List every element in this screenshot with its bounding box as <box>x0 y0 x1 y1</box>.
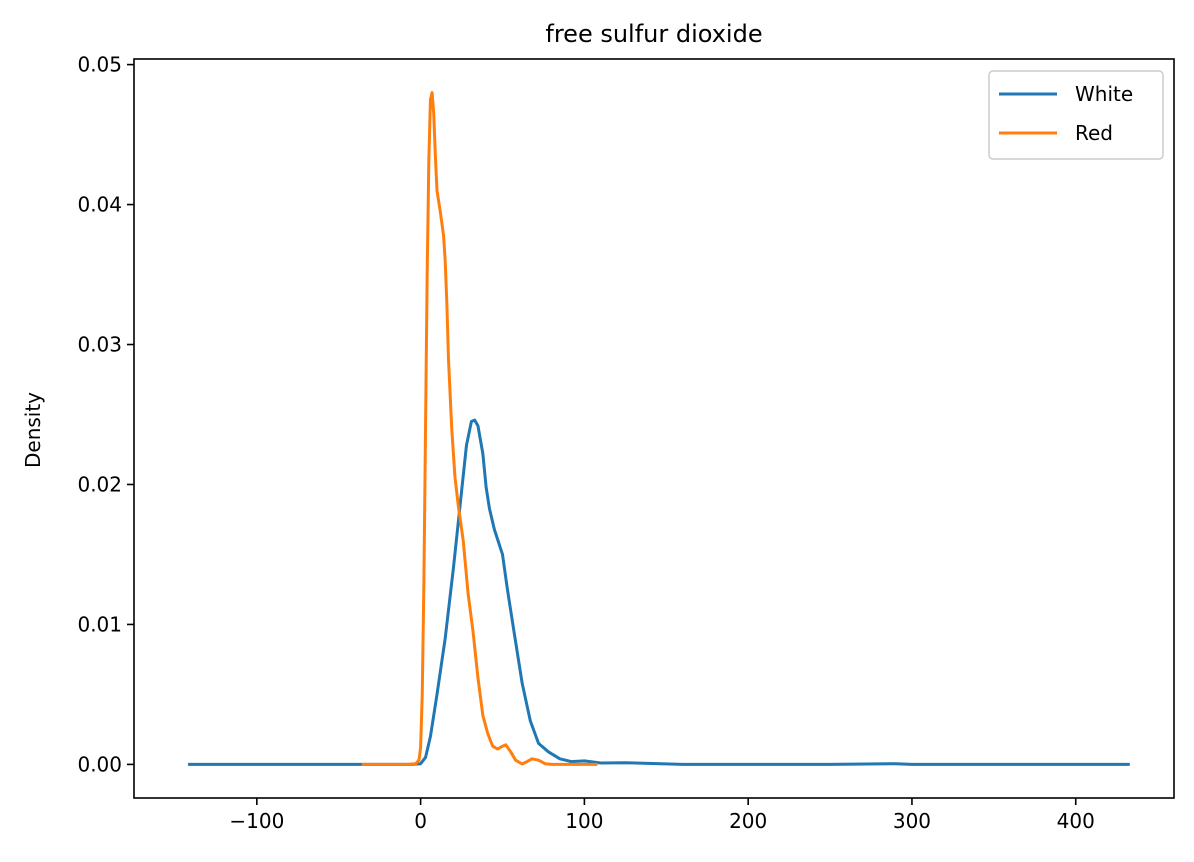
axes-frame <box>133 58 1175 799</box>
x-tick-label: 100 <box>565 809 603 833</box>
y-tick-label: 0.02 <box>77 472 122 496</box>
x-tick-label: 400 <box>1057 809 1095 833</box>
x-tick-label: 0 <box>414 809 427 833</box>
y-tick-label: 0.05 <box>77 53 122 77</box>
y-tick-label: 0.01 <box>77 612 122 636</box>
series-line-red <box>361 91 598 766</box>
y-tick-label: 0.00 <box>77 752 122 776</box>
legend-label-red: Red <box>1075 121 1113 145</box>
y-tick-label: 0.03 <box>77 333 122 357</box>
x-tick-label: −100 <box>229 809 284 833</box>
series-line-white <box>188 418 1130 766</box>
y-tick-label: 0.04 <box>77 193 122 217</box>
x-tick-label: 200 <box>729 809 767 833</box>
legend-label-white: White <box>1075 82 1133 106</box>
y-axis-label: Density <box>21 392 45 468</box>
chart-title: free sulfur dioxide <box>545 20 762 48</box>
legend: White Red <box>988 70 1164 160</box>
x-tick-label: 300 <box>893 809 931 833</box>
